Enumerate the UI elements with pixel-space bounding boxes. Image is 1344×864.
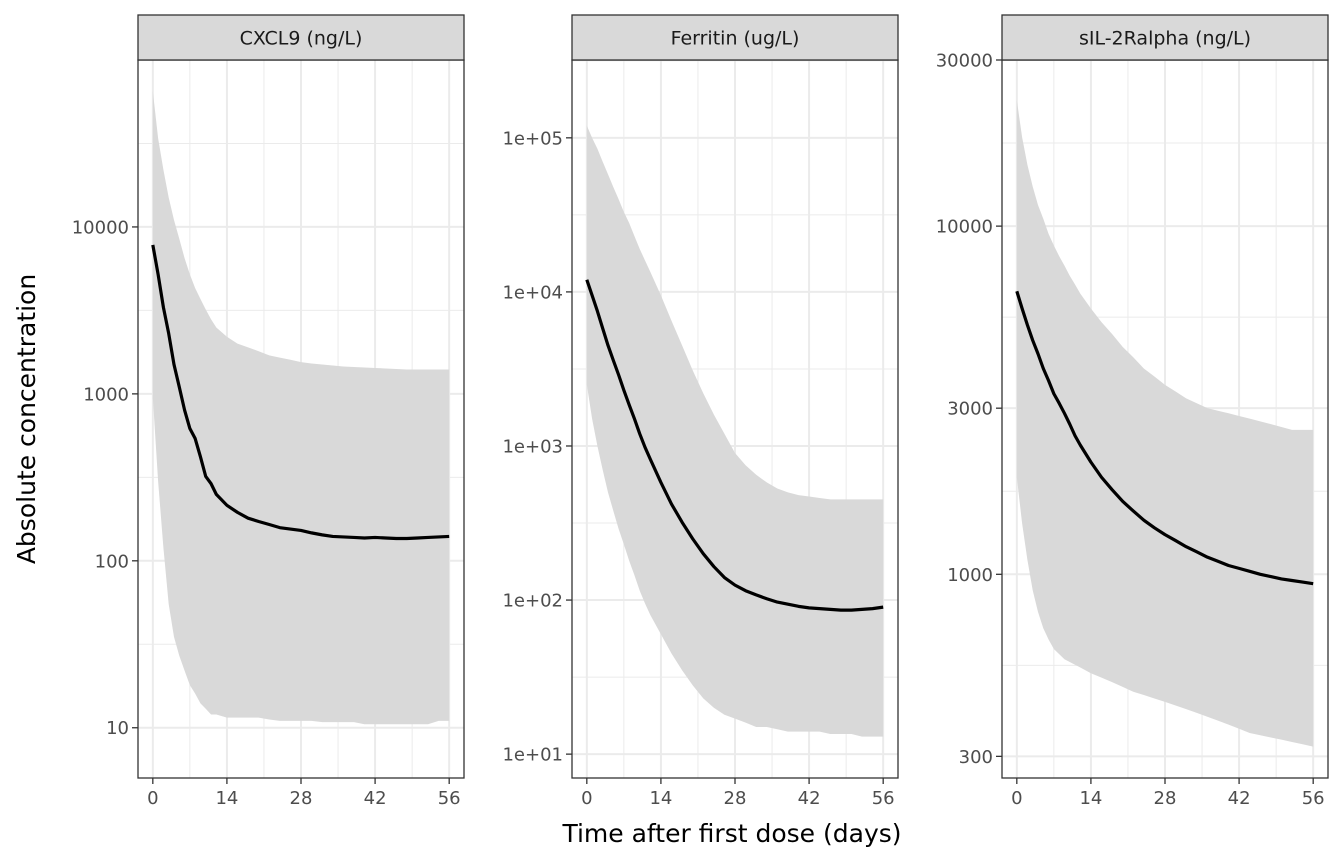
median-line [1015, 290, 1314, 586]
y-tick-label: 1e+05 [502, 128, 563, 149]
median-line [585, 279, 884, 612]
strip-title: Ferritin (ug/L) [671, 28, 800, 50]
y-tick-label: 10000 [72, 217, 129, 238]
y-tick-label: 1000 [83, 384, 129, 405]
y-tick-label: 1000 [947, 565, 993, 586]
x-tick-label: 14 [215, 788, 238, 809]
panels-layer: CXCL9 (ng/L)0 14 28 42 5610100100010000Ferri… [72, 14, 1329, 809]
strip-title: CXCL9 (ng/L) [240, 28, 363, 50]
x-axis-title: Time after first dose (days) [561, 819, 901, 848]
y-tick-label: 1e+02 [502, 591, 563, 612]
strip-background [571, 14, 899, 61]
x-tick-label: 56 [438, 788, 461, 809]
y-tick-label: 1e+01 [502, 745, 563, 766]
y-tick-label: 1e+03 [502, 436, 563, 457]
ribbon-interval [152, 91, 450, 725]
x-tick-label: 42 [798, 788, 821, 809]
y-tick-label: 300 [959, 747, 993, 768]
ribbon-interval [1016, 100, 1314, 747]
y-tick-label: 1e+04 [502, 282, 563, 303]
y-tick-label: 100 [95, 551, 129, 572]
y-tick-label: 30000 [936, 51, 993, 72]
x-tick-label: 56 [872, 788, 895, 809]
x-tick-label: 42 [1228, 788, 1251, 809]
y-tick-label: 3000 [947, 399, 993, 420]
y-tick-label: 10 [106, 718, 129, 739]
x-tick-label: 28 [724, 788, 747, 809]
x-tick-label: 0 [1011, 788, 1022, 809]
x-tick-label: 0 [581, 788, 592, 809]
strip-background [137, 14, 465, 61]
x-tick-label: 56 [1302, 788, 1325, 809]
strip-background [1001, 14, 1329, 61]
panel-3: sIL-2Ralpha (ng/L) 0 14 28 42 56 300 1000 3000 10… [936, 14, 1329, 809]
x-tick-label: 14 [649, 788, 672, 809]
median-line [151, 244, 450, 541]
ribbon-interval [586, 125, 884, 737]
x-tick-label: 0 [147, 788, 158, 809]
y-axis-title: Absolute concentration [12, 274, 41, 564]
strip-title: sIL-2Ralpha (ng/L) [1079, 28, 1251, 50]
panel-2: Ferritin (ug/L) 0 14 28 42 56 1e+01 1e+02 1e+03 1… [502, 14, 899, 809]
y-tick-label: 10000 [936, 217, 993, 238]
x-tick-label: 42 [364, 788, 387, 809]
x-tick-label: 28 [1154, 788, 1177, 809]
panel-1: CXCL9 (ng/L) 0 14 28 42 56 10 100 1000 10000 [72, 14, 465, 809]
x-tick-label: 28 [290, 788, 313, 809]
x-tick-label: 14 [1079, 788, 1102, 809]
